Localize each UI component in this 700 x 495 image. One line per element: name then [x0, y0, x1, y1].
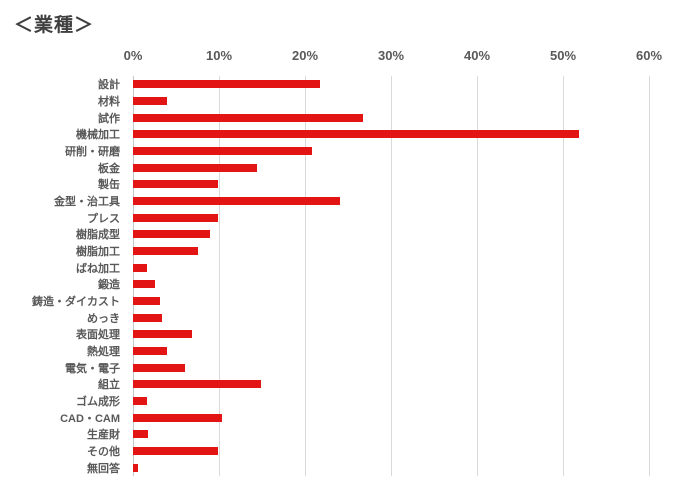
category-label: 鍛造	[98, 279, 120, 292]
x-axis-tick-labels: 0% 10% 20% 30% 40% 50% 60%	[124, 48, 662, 68]
bar-無回答	[133, 463, 139, 472]
bar-めっき	[133, 313, 163, 322]
bar-row	[133, 180, 219, 189]
bar-row	[133, 163, 257, 172]
bar-row	[133, 313, 163, 322]
category-label: めっき	[87, 312, 120, 325]
category-label: 金型・治工具	[54, 196, 120, 208]
gridline	[477, 76, 478, 476]
bar-製缶	[133, 180, 219, 189]
category-label: 電気・電子	[65, 362, 120, 375]
bar-row	[133, 213, 219, 222]
bar-series	[133, 76, 656, 476]
x-tick-label: 60%	[635, 48, 663, 63]
category-label: その他	[87, 446, 120, 458]
gridline	[219, 76, 220, 476]
bar-row	[133, 80, 320, 89]
bar-樹脂成型	[133, 230, 211, 239]
category-label: ゴム成形	[76, 396, 120, 408]
category-axis: 設計材料試作機械加工研削・研磨板金製缶金型・治工具プレス樹脂成型樹脂加工ばね加工…	[0, 76, 126, 476]
x-tick-label: 40%	[463, 48, 491, 63]
bar-熱処理	[133, 347, 168, 355]
gridline	[391, 76, 392, 476]
category-label: 樹脂成型	[76, 229, 120, 242]
bar-プレス	[133, 213, 219, 222]
bar-樹脂加工	[133, 247, 198, 255]
x-tick-label: 20%	[291, 48, 319, 63]
bar-ゴム成形	[133, 397, 147, 405]
bar-材料	[133, 97, 168, 105]
category-label: 設計	[98, 79, 120, 92]
category-label: 組立	[98, 379, 120, 392]
gridline	[649, 76, 650, 476]
bar-row	[133, 247, 198, 255]
bar-row	[133, 197, 341, 205]
plot-area	[133, 76, 656, 476]
bar-鍛造	[133, 280, 156, 289]
bar-CAD・CAM	[133, 413, 222, 422]
category-label: ばね加工	[76, 262, 120, 275]
x-tick-label: 10%	[205, 48, 233, 63]
category-label: 研削・研磨	[65, 146, 120, 158]
category-label: 鋳造・ダイカスト	[32, 296, 120, 308]
category-label: 無回答	[87, 462, 120, 475]
bar-電気・電子	[133, 363, 185, 372]
bar-その他	[133, 447, 219, 455]
bar-row	[133, 347, 168, 355]
x-tick-label: 30%	[377, 48, 405, 63]
category-label: 製缶	[98, 179, 120, 192]
category-label: 試作	[98, 112, 120, 125]
x-tick-label: 0%	[123, 48, 143, 63]
chart-title: ＜業種＞	[14, 15, 95, 36]
bar-機械加工	[133, 130, 580, 139]
bar-row	[133, 297, 160, 305]
bar-row	[133, 463, 139, 472]
bar-row	[133, 330, 193, 339]
category-label: 樹脂加工	[76, 246, 120, 258]
bar-row	[133, 263, 147, 272]
bar-組立	[133, 380, 262, 389]
bar-row	[133, 147, 312, 155]
bar-row	[133, 397, 147, 405]
bar-板金	[133, 163, 257, 172]
bar-row	[133, 130, 580, 139]
bar-row	[133, 113, 363, 122]
bar-row	[133, 413, 222, 422]
gridline	[563, 76, 564, 476]
y-axis-line	[133, 76, 134, 476]
bar-row	[133, 230, 211, 239]
category-label: プレス	[87, 212, 120, 225]
bar-row	[133, 447, 219, 455]
bar-ばね加工	[133, 263, 147, 272]
bar-設計	[133, 80, 320, 89]
bar-row	[133, 280, 156, 289]
bar-row	[133, 97, 168, 105]
category-label: 材料	[98, 96, 120, 108]
bar-研削・研磨	[133, 147, 312, 155]
bar-表面処理	[133, 330, 193, 339]
gridline	[305, 76, 306, 476]
category-label: 熱処理	[87, 346, 120, 358]
bar-row	[133, 380, 262, 389]
category-label: 表面処理	[76, 329, 120, 342]
bar-試作	[133, 113, 363, 122]
category-label: 板金	[98, 162, 120, 175]
bar-row	[133, 363, 185, 372]
bar-生産財	[133, 430, 148, 439]
bar-row	[133, 430, 148, 439]
x-tick-label: 50%	[549, 48, 577, 63]
bar-鋳造・ダイカスト	[133, 297, 160, 305]
bar-金型・治工具	[133, 197, 341, 205]
category-label: 生産財	[87, 429, 120, 442]
category-label: 機械加工	[76, 129, 120, 142]
category-label: CAD・CAM	[60, 412, 120, 425]
